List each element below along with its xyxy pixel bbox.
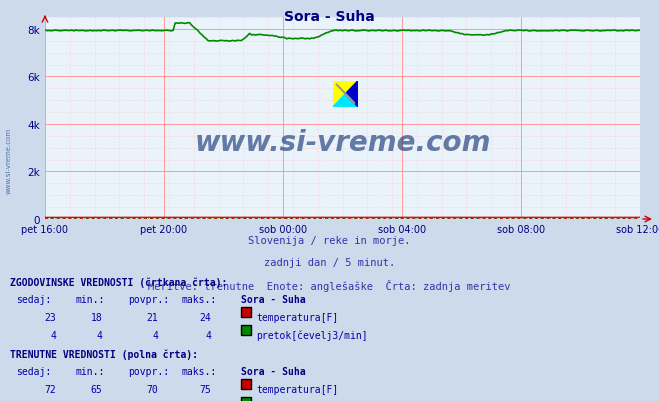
Text: zadnji dan / 5 minut.: zadnji dan / 5 minut.: [264, 257, 395, 267]
Text: Slovenija / reke in morje.: Slovenija / reke in morje.: [248, 235, 411, 245]
Text: Meritve: trenutne  Enote: anglešaške  Črta: zadnja meritev: Meritve: trenutne Enote: anglešaške Črta…: [148, 279, 511, 292]
Text: Sora - Suha: Sora - Suha: [284, 10, 375, 24]
Text: 75: 75: [199, 384, 211, 394]
Text: maks.:: maks.:: [181, 367, 216, 376]
Text: 4: 4: [205, 330, 211, 340]
Text: sedaj:: sedaj:: [16, 367, 51, 376]
Text: Sora - Suha: Sora - Suha: [241, 294, 305, 304]
Polygon shape: [333, 81, 358, 107]
Text: min.:: min.:: [76, 367, 105, 376]
Text: ZGODOVINSKE VREDNOSTI (črtkana črta):: ZGODOVINSKE VREDNOSTI (črtkana črta):: [10, 277, 227, 287]
Text: 24: 24: [199, 312, 211, 322]
Text: www.si-vreme.com: www.si-vreme.com: [5, 128, 11, 193]
Text: 4: 4: [50, 330, 56, 340]
Text: TRENUTNE VREDNOSTI (polna črta):: TRENUTNE VREDNOSTI (polna črta):: [10, 348, 198, 359]
Text: sedaj:: sedaj:: [16, 294, 51, 304]
Polygon shape: [333, 81, 358, 107]
Text: 70: 70: [146, 384, 158, 394]
Text: Sora - Suha: Sora - Suha: [241, 367, 305, 376]
Text: 4: 4: [152, 330, 158, 340]
Text: pretok[čevelj3/min]: pretok[čevelj3/min]: [256, 330, 368, 340]
Text: temperatura[F]: temperatura[F]: [256, 312, 339, 322]
Text: www.si-vreme.com: www.si-vreme.com: [194, 129, 491, 157]
Text: temperatura[F]: temperatura[F]: [256, 384, 339, 394]
Text: 4: 4: [96, 330, 102, 340]
Text: povpr.:: povpr.:: [129, 294, 169, 304]
Text: 18: 18: [90, 312, 102, 322]
Text: 65: 65: [90, 384, 102, 394]
Text: 72: 72: [44, 384, 56, 394]
Text: min.:: min.:: [76, 294, 105, 304]
Text: povpr.:: povpr.:: [129, 367, 169, 376]
Text: 23: 23: [44, 312, 56, 322]
Text: maks.:: maks.:: [181, 294, 216, 304]
Text: 21: 21: [146, 312, 158, 322]
Polygon shape: [345, 81, 358, 107]
